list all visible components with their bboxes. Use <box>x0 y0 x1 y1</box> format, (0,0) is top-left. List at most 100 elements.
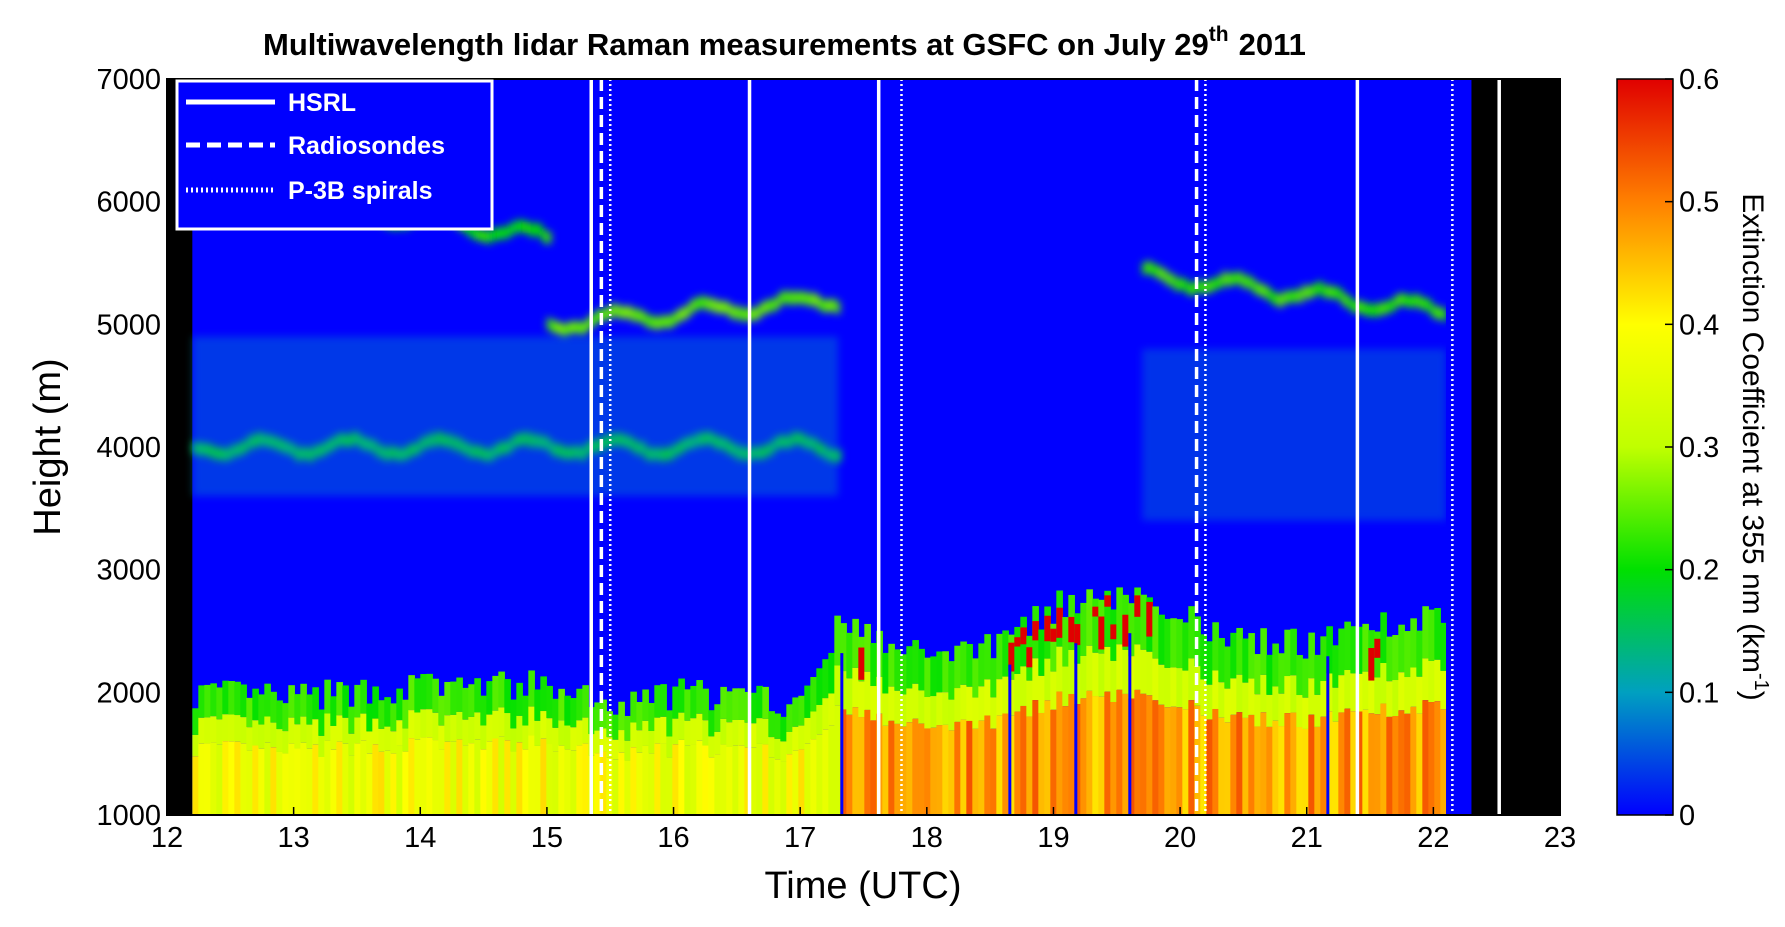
bl-column <box>1176 619 1183 815</box>
bl-column <box>282 703 289 815</box>
bl-column <box>648 703 655 815</box>
bl-column <box>516 682 523 815</box>
bl-column <box>732 688 739 815</box>
colorbar-label: Extinction Coefficient at 355 nm (km-1) <box>1736 193 1772 700</box>
bl-column <box>702 688 709 815</box>
bl-column <box>936 651 943 815</box>
bl-column <box>432 678 439 815</box>
bl-column <box>696 680 703 815</box>
bl-column <box>1296 655 1303 815</box>
bl-column <box>366 703 373 815</box>
bl-column <box>948 661 955 815</box>
bl-column <box>846 632 853 815</box>
bl-column <box>684 689 691 815</box>
bl-column <box>720 686 727 815</box>
colorbar <box>1616 78 1674 816</box>
bl-column <box>1092 598 1099 815</box>
y-tick-label: 6000 <box>96 187 161 219</box>
bl-column <box>462 687 469 815</box>
bl-column <box>534 689 541 815</box>
legend-label-hsrl: HSRL <box>288 89 356 117</box>
bl-column <box>1122 594 1129 815</box>
bl-column <box>618 701 625 815</box>
y-tick-label: 4000 <box>96 432 161 464</box>
bl-column <box>576 688 583 815</box>
bl-column <box>1290 628 1297 815</box>
bl-column <box>744 691 751 815</box>
bl-column <box>1050 623 1057 815</box>
bl-column <box>456 677 463 815</box>
bl-column <box>540 676 547 815</box>
bl-column <box>1254 654 1261 815</box>
bl-column <box>210 683 217 815</box>
bl-column <box>630 691 637 815</box>
bl-column <box>1140 594 1147 815</box>
x-tick-label: 22 <box>1417 822 1449 854</box>
x-tick-label: 23 <box>1544 822 1576 854</box>
bl-column <box>294 694 301 815</box>
bl-column <box>348 706 355 815</box>
bl-column <box>1392 635 1399 815</box>
bl-column <box>402 699 409 815</box>
bl-column <box>672 686 679 815</box>
bl-column <box>312 687 319 815</box>
bl-column <box>252 688 259 815</box>
bl-column <box>1344 621 1351 815</box>
bl-column <box>522 695 529 815</box>
bl-column <box>1044 606 1051 815</box>
bl-column <box>738 688 745 815</box>
bl-column <box>438 695 445 815</box>
bl-column <box>1320 636 1327 815</box>
bl-column <box>342 685 349 815</box>
bl-column <box>324 679 331 815</box>
bl-column <box>1332 645 1339 815</box>
bl-column <box>360 679 367 815</box>
bl-column <box>918 648 925 815</box>
bl-column <box>1356 626 1363 815</box>
bl-column <box>1260 628 1267 815</box>
bl-column <box>690 685 697 815</box>
bl-column <box>510 699 517 815</box>
bl-column <box>714 704 721 815</box>
bl-column <box>372 686 379 815</box>
bl-column <box>198 685 205 815</box>
bl-column <box>564 695 571 815</box>
x-tick-label: 16 <box>657 822 689 854</box>
bl-column <box>678 678 685 815</box>
bl-column <box>660 684 667 815</box>
bl-column <box>810 676 817 815</box>
bl-column <box>1248 633 1255 815</box>
bl-column <box>774 713 781 815</box>
aerosol-layer-upper-3 <box>1142 260 1448 322</box>
bl-column <box>1380 612 1387 815</box>
bl-column <box>1236 627 1243 815</box>
bl-column <box>906 646 913 815</box>
bl-column <box>1170 618 1177 815</box>
bl-column <box>498 671 505 815</box>
bl-column <box>1110 609 1117 815</box>
bl-column <box>1074 613 1081 815</box>
bl-column <box>654 685 661 815</box>
x-tick-label: 21 <box>1291 822 1323 854</box>
bl-column <box>1410 618 1417 815</box>
bl-column <box>528 670 535 815</box>
bl-column <box>384 697 391 815</box>
bl-column <box>1368 630 1375 815</box>
bl-column <box>1218 638 1225 815</box>
bl-column <box>726 691 733 815</box>
legend: HSRL Radiosondes P-3B spirals <box>175 79 494 231</box>
bl-column <box>1056 590 1063 815</box>
legend-label-spirals: P-3B spirals <box>288 177 433 205</box>
bl-column <box>258 694 265 815</box>
bl-column <box>1302 658 1309 815</box>
bl-column <box>642 689 649 815</box>
bl-column <box>450 681 457 815</box>
bl-column <box>1212 622 1219 815</box>
bl-column <box>852 618 859 815</box>
bl-column <box>246 697 253 815</box>
colorbar-tick-label: 0.3 <box>1679 432 1719 464</box>
bl-column <box>426 673 433 815</box>
bl-column <box>1416 630 1423 815</box>
